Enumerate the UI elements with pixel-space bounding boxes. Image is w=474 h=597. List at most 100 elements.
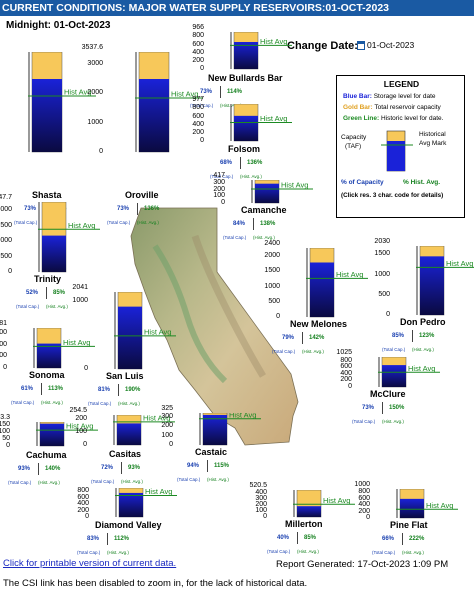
hist-avg-sub-label: (Hist. Avg.) <box>46 304 68 309</box>
legend-green-row: Green Line: Historic level for date. <box>343 115 443 122</box>
hist-avg-sub-label: (Hist. Avg.) <box>137 220 159 225</box>
legend-green-text: Historic level for date. <box>380 115 444 122</box>
hist-avg-label: Hist Avg <box>336 270 363 279</box>
hist-avg-label: Hist Avg <box>171 90 198 99</box>
pct-hist-avg: 114% <box>227 89 243 95</box>
reservoir-name[interactable]: Castaic <box>195 447 228 457</box>
axis-tick-label: 150 <box>0 420 10 428</box>
reservoir-name[interactable]: Don Pedro <box>400 317 446 327</box>
reservoir-name[interactable]: New Melones <box>290 319 348 329</box>
capacity-label: 254.5 <box>69 407 87 414</box>
capacity-label: 977 <box>192 96 204 103</box>
legend-sample-bar <box>381 130 413 172</box>
reservoir-bar-chart[interactable]: Hist Avg <box>115 488 181 519</box>
reservoir-name[interactable]: Camanche <box>241 205 287 215</box>
reservoir-bar-chart[interactable]: Hist Avg <box>28 52 100 154</box>
printable-version-link[interactable]: Click for printable version of current d… <box>3 558 177 569</box>
axis-tick-label: 50 <box>2 434 10 442</box>
hist-avg-sub-label: (Hist. Avg.) <box>402 550 424 555</box>
reservoir-name[interactable]: Trinity <box>34 274 62 284</box>
legend-blue-key: Blue Bar: <box>343 93 372 100</box>
total-cap-label: (Total Cap.) <box>382 347 406 352</box>
reservoir-name[interactable]: Folsom <box>228 144 261 154</box>
axis-tick-label: 0 <box>263 513 267 520</box>
axis-tick-label: 1000 <box>374 270 390 278</box>
pct-capacity: 81% <box>98 387 111 393</box>
pct-hist-avg: 142% <box>309 335 325 341</box>
reservoir-bar-chart[interactable]: Hist Avg <box>396 489 462 520</box>
reservoir-bar-chart[interactable]: Hist Avg <box>199 413 265 447</box>
total-cap-label: (Total Cap.) <box>88 401 112 406</box>
axis-tick-label: 300 <box>213 178 225 186</box>
total-cap-label: (Total Cap.) <box>16 304 40 309</box>
reservoir-bar-chart[interactable]: Hist Avg <box>36 422 102 448</box>
pct-capacity: 52% <box>26 290 39 296</box>
hist-avg-label: Hist Avg <box>281 180 308 189</box>
reservoir-bar-chart[interactable]: Hist Avg <box>113 415 179 447</box>
reservoir-bar-chart[interactable]: Hist Avg <box>230 32 296 71</box>
pct-divider <box>253 218 254 230</box>
pct-divider <box>107 533 108 545</box>
pct-capacity: 68% <box>220 160 233 166</box>
pct-capacity: 66% <box>382 536 395 542</box>
reservoir-bar-chart[interactable]: Hist Avg <box>38 202 104 274</box>
legend-gold-text: Total reservoir capacity <box>374 104 441 111</box>
pct-capacity: 73% <box>200 89 213 95</box>
hist-avg-label: Hist Avg <box>323 496 350 505</box>
reservoir-bar-chart[interactable]: Hist Avg <box>230 104 296 143</box>
reservoir-name[interactable]: San Luis <box>106 371 144 381</box>
reservoir-name[interactable]: Casitas <box>109 449 142 459</box>
hist-avg-label: Hist Avg <box>143 415 170 422</box>
california-map <box>130 207 299 446</box>
reservoir-bar-chart[interactable]: Hist Avg <box>293 490 359 519</box>
storage-bar <box>234 41 258 69</box>
axis-tick-label: 1500 <box>374 250 390 258</box>
reservoir-name[interactable]: Shasta <box>32 190 62 200</box>
legend-capacity-label: Capacity <box>341 134 367 141</box>
reservoir-bar-chart[interactable]: Hist Avg <box>306 248 372 319</box>
hist-avg-label: Hist Avg <box>260 37 287 46</box>
axis-tick-label: 200 <box>340 376 352 384</box>
axis-tick-label: 0 <box>85 513 89 520</box>
capacity-label: 520.5 <box>249 482 267 489</box>
storage-bar <box>297 506 321 517</box>
midnight-date: Midnight: 01-Oct-2023 <box>6 20 111 31</box>
reservoir-name[interactable]: McClure <box>370 389 406 399</box>
axis-tick-label: 400 <box>340 369 352 377</box>
reservoir-bar-chart[interactable]: Hist Avg <box>378 357 444 389</box>
date-picker[interactable]: 01-Oct-2023 <box>357 40 414 50</box>
hist-avg-label: Hist Avg <box>63 338 90 347</box>
reservoir-name[interactable]: Millerton <box>285 519 323 529</box>
reservoir-name[interactable]: Diamond Valley <box>95 520 162 530</box>
total-cap-label: (Total Cap.) <box>267 549 291 554</box>
reservoir-name[interactable]: Cachuma <box>26 450 67 460</box>
pct-divider <box>46 287 47 299</box>
hist-avg-label: Hist Avg <box>446 259 473 268</box>
reservoir-bar-chart[interactable]: Hist Avg <box>114 292 180 371</box>
hist-avg-label: Hist Avg <box>66 422 93 431</box>
reservoir-name[interactable]: Oroville <box>125 190 159 200</box>
hist-avg-label: Hist Avg <box>145 488 172 496</box>
reservoir-bar-chart[interactable]: Hist Avg <box>135 52 207 154</box>
total-cap-label: (Total Cap.) <box>372 550 396 555</box>
storage-bar <box>117 423 141 445</box>
hist-avg-sub-label: (Hist. Avg.) <box>207 477 229 482</box>
pct-divider <box>402 533 403 545</box>
pct-divider <box>41 383 42 395</box>
reservoir-bar-chart[interactable]: Hist Avg <box>251 180 317 205</box>
hist-avg-sub-label: (Hist. Avg.) <box>38 480 60 485</box>
pct-divider <box>38 463 39 475</box>
reservoir-name[interactable]: Sonoma <box>29 370 65 380</box>
legend-title: LEGEND <box>383 79 420 89</box>
reservoir-name[interactable]: New Bullards Bar <box>208 73 283 83</box>
reservoir-bar-chart[interactable]: Hist Avg <box>416 246 474 317</box>
date-value[interactable]: 01-Oct-2023 <box>367 40 415 50</box>
axis-tick-label: 0 <box>99 148 103 155</box>
storage-bar <box>40 423 64 446</box>
axis-tick-label: 400 <box>255 489 267 497</box>
legend-blue-row: Blue Bar: Storage level for date <box>343 93 436 100</box>
calendar-icon[interactable] <box>357 40 365 50</box>
reservoir-name[interactable]: Pine Flat <box>390 520 428 530</box>
change-date-label: Change Date: <box>287 40 358 52</box>
reservoir-bar-chart[interactable]: Hist Avg <box>33 328 99 370</box>
